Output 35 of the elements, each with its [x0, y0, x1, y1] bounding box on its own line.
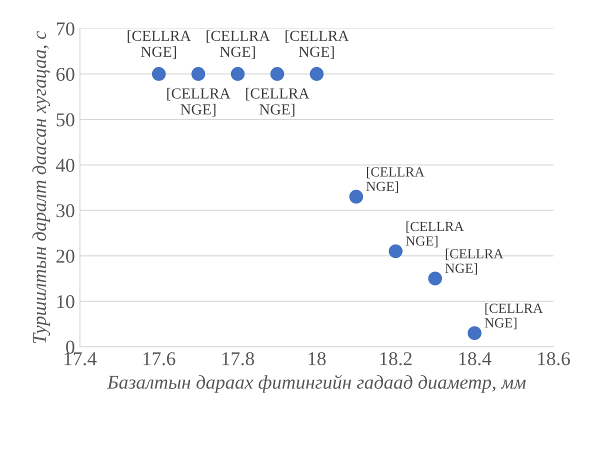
data-label: [CELLRA NGE]	[286, 30, 349, 59]
point	[270, 67, 284, 81]
point	[230, 67, 245, 81]
y-tick-label: 30	[56, 204, 74, 218]
y-axis-title: Туршилтын даралт даасан хугацаа, с	[32, 31, 50, 344]
data-label: [CELLRA NGE]	[246, 88, 310, 116]
data-label: [CELLRA NGE]	[445, 248, 504, 275]
point	[428, 272, 442, 286]
y-tick-label: 10	[57, 295, 74, 308]
y-tick-label: 60	[56, 68, 74, 81]
point	[388, 244, 403, 258]
point	[152, 67, 166, 81]
y-tick-label: 50	[56, 113, 74, 126]
point	[468, 326, 482, 340]
point	[310, 67, 324, 81]
x-tick-label: 17.8	[222, 352, 254, 366]
x-tick-label: 18.6	[538, 352, 570, 366]
x-tick-label: 18.2	[380, 352, 412, 366]
x-tick-label: 17.4	[64, 352, 97, 366]
y-tick-label: 70	[56, 22, 74, 36]
data-label: [CELLRA NGE]	[128, 30, 191, 59]
data-label: [CELLRA NGE]	[484, 303, 543, 330]
x-tick-label: 18.4	[459, 352, 492, 366]
y-tick-label: 40	[56, 158, 74, 172]
data-label: [CELLRA NGE]	[366, 166, 424, 193]
y-tick-label: 20	[56, 250, 74, 263]
data-label: [CELLRA NGE]	[206, 30, 270, 59]
data-label: [CELLRA NGE]	[167, 88, 230, 116]
data-label: [CELLRA NGE]	[406, 221, 464, 248]
point	[349, 190, 364, 204]
x-tick-label: 18	[308, 352, 326, 366]
x-tick-label: 17.6	[144, 352, 176, 366]
point	[191, 67, 206, 81]
y-tick-label: 0	[66, 340, 74, 354]
x-axis-title: Базалтын дараах фитингийн гадаад диаметр, мм	[106, 374, 526, 393]
